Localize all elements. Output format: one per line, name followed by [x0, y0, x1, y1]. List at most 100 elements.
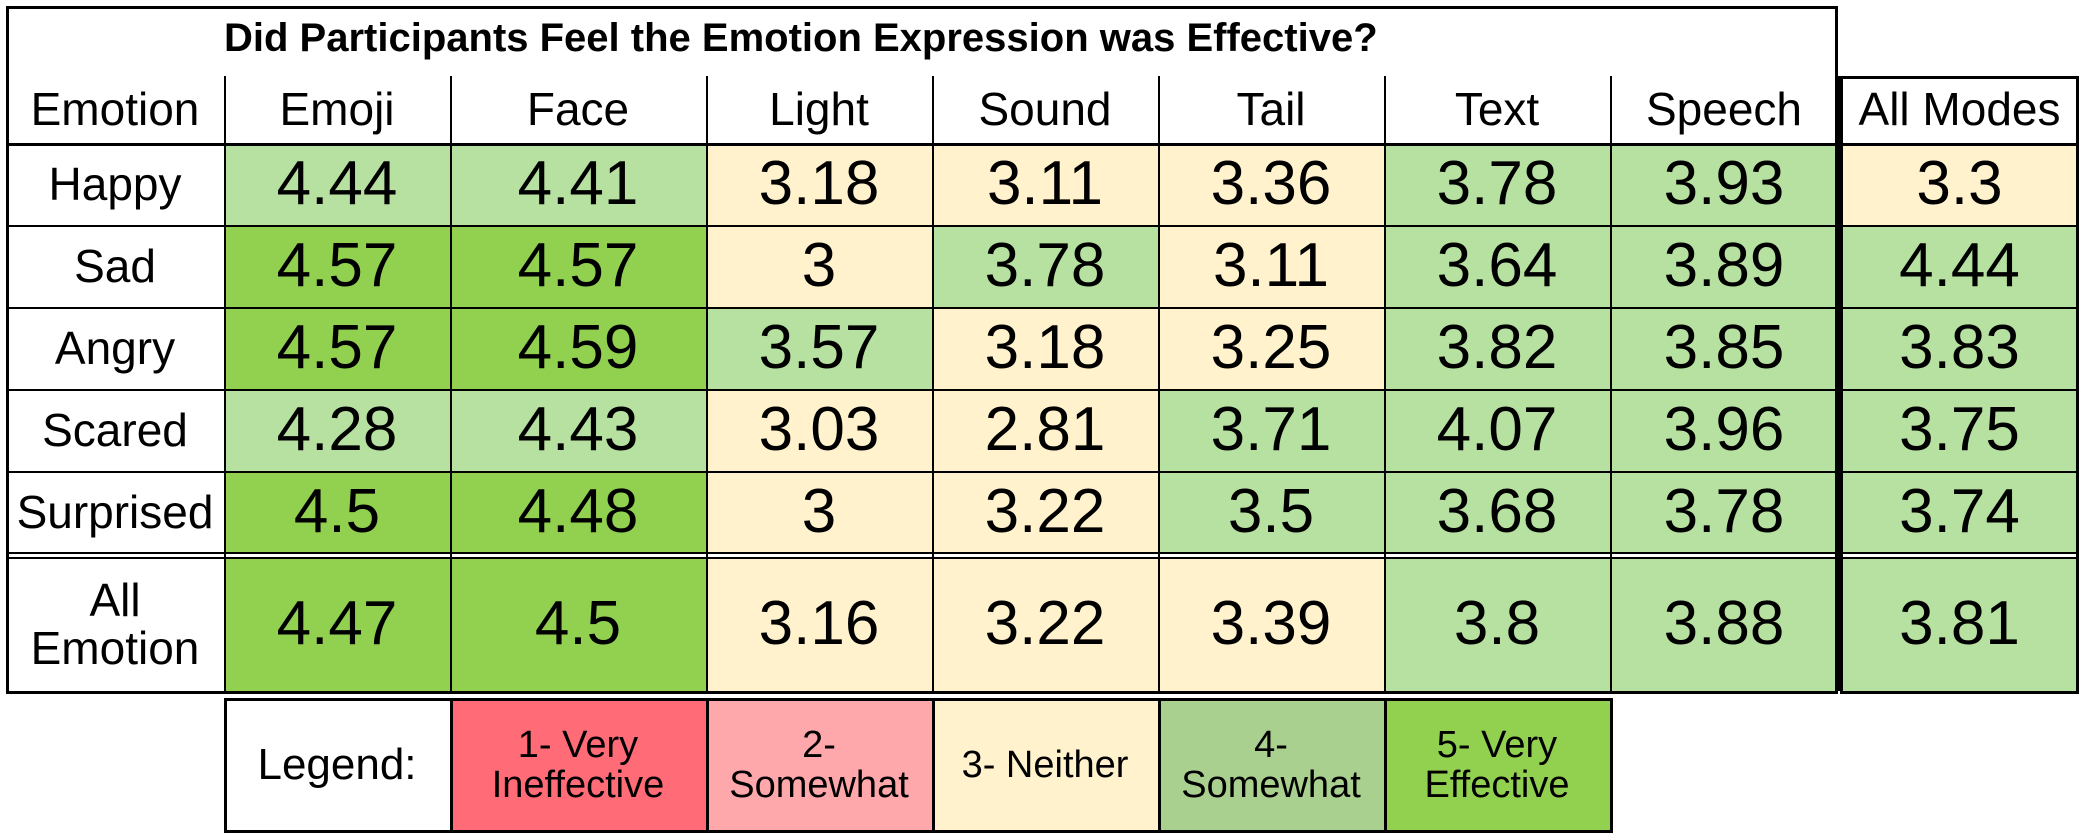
summary-value-cell: 4.47: [224, 557, 450, 691]
row-label: Surprised: [16, 485, 214, 538]
column-header: Text: [1454, 83, 1540, 136]
value-cell: 3.64: [1384, 225, 1610, 307]
value-cell: 3.57: [706, 307, 932, 389]
grid-line: [6, 691, 1838, 694]
grid-line: [450, 76, 452, 143]
grid-line: [224, 698, 227, 833]
value-cell: 3.78: [1384, 143, 1610, 225]
corner-label: Emotion: [30, 83, 200, 136]
grid-line: [1384, 143, 1386, 691]
grid-line: [6, 557, 1838, 559]
grid-line: [1835, 6, 1838, 143]
grid-line: [1838, 143, 1840, 691]
summary-value-cell: 3.88: [1610, 557, 1838, 691]
grid-line: [1840, 225, 2079, 227]
grid-line: [1840, 76, 2079, 79]
value-cell: 4.41: [450, 143, 706, 225]
column-header: Light: [769, 83, 869, 136]
value-cell: 3.96: [1610, 389, 1838, 471]
value-cell: 3.18: [706, 143, 932, 225]
all-modes-cell: 3.83: [1842, 307, 2077, 389]
value-cell: 3.71: [1158, 389, 1384, 471]
value-cell: 4.5: [224, 471, 450, 553]
grid-line: [1840, 307, 2079, 309]
legend-item: 4- Somewhat: [1158, 698, 1384, 833]
value-cell: 3.78: [932, 225, 1158, 307]
legend-item: 3- Neither: [932, 698, 1158, 833]
summary-value-cell: 3.8: [1384, 557, 1610, 691]
column-header: Tail: [1236, 83, 1306, 136]
chart-title: Did Participants Feel the Emotion Expres…: [224, 16, 1378, 60]
grid-line: [6, 143, 1838, 146]
value-cell: 3.11: [932, 143, 1158, 225]
value-cell: 3.18: [932, 307, 1158, 389]
grid-line: [1158, 76, 1160, 143]
column-header: Face: [526, 83, 630, 136]
summary-value-cell: 3.22: [932, 557, 1158, 691]
value-cell: 3.11: [1158, 225, 1384, 307]
grid-line: [224, 76, 226, 143]
column-header: Sound: [978, 83, 1112, 136]
value-cell: 3.22: [932, 471, 1158, 553]
value-cell: 4.44: [224, 143, 450, 225]
row-label: Angry: [54, 321, 176, 374]
value-cell: 3: [706, 471, 932, 553]
grid-line: [706, 76, 708, 143]
value-cell: 3.36: [1158, 143, 1384, 225]
grid-line: [224, 698, 1612, 701]
grid-line: [450, 698, 453, 833]
value-cell: 4.43: [450, 389, 706, 471]
value-cell: 4.28: [224, 389, 450, 471]
value-cell: 2.81: [932, 389, 1158, 471]
value-cell: 4.48: [450, 471, 706, 553]
row-label: Scared: [42, 403, 188, 456]
grid-line: [450, 143, 452, 691]
summary-value-cell: 4.5: [450, 557, 706, 691]
grid-line: [1840, 389, 2079, 391]
grid-line: [1838, 76, 1840, 143]
grid-line: [1384, 698, 1387, 833]
grid-line: [6, 552, 1838, 554]
grid-line: [6, 6, 1838, 9]
grid-line: [1158, 698, 1161, 833]
all-modes-cell: 3.75: [1842, 389, 2077, 471]
grid-line: [1610, 76, 1612, 143]
legend-label: Legend:: [224, 698, 450, 833]
value-cell: 4.59: [450, 307, 706, 389]
legend-item: 5- Very Effective: [1384, 698, 1610, 833]
grid-line: [706, 143, 708, 691]
grid-line: [224, 143, 226, 691]
grid-line: [6, 471, 1838, 473]
grid-line: [932, 143, 934, 691]
value-cell: 3.68: [1384, 471, 1610, 553]
value-cell: 4.57: [450, 225, 706, 307]
all-modes-cell: 3.3: [1842, 143, 2077, 225]
all-modes-cell: 4.44: [1842, 225, 2077, 307]
grid-line: [6, 6, 9, 694]
legend-item: 2- Somewhat: [706, 698, 932, 833]
value-cell: 3.03: [706, 389, 932, 471]
grid-line: [6, 389, 1838, 391]
value-cell: 4.57: [224, 225, 450, 307]
value-cell: 3.89: [1610, 225, 1838, 307]
grid-line: [1840, 76, 1843, 694]
all-modes-cell: 3.74: [1842, 471, 2077, 553]
value-cell: 3.82: [1384, 307, 1610, 389]
summary-value-cell: 3.16: [706, 557, 932, 691]
summary-value-cell: 3.39: [1158, 557, 1384, 691]
grid-line: [1840, 143, 2079, 146]
grid-line: [1610, 143, 1612, 691]
grid-line: [1610, 698, 1613, 833]
value-cell: 3.5: [1158, 471, 1384, 553]
value-cell: 3.93: [1610, 143, 1838, 225]
grid-line: [1835, 143, 1838, 694]
grid-line: [706, 698, 709, 833]
column-header: Emoji: [279, 83, 395, 136]
grid-line: [1840, 471, 2079, 473]
row-label: Sad: [74, 239, 156, 292]
value-cell: 3: [706, 225, 932, 307]
grid-line: [6, 225, 1838, 227]
grid-line: [1840, 552, 2079, 554]
value-cell: 4.57: [224, 307, 450, 389]
